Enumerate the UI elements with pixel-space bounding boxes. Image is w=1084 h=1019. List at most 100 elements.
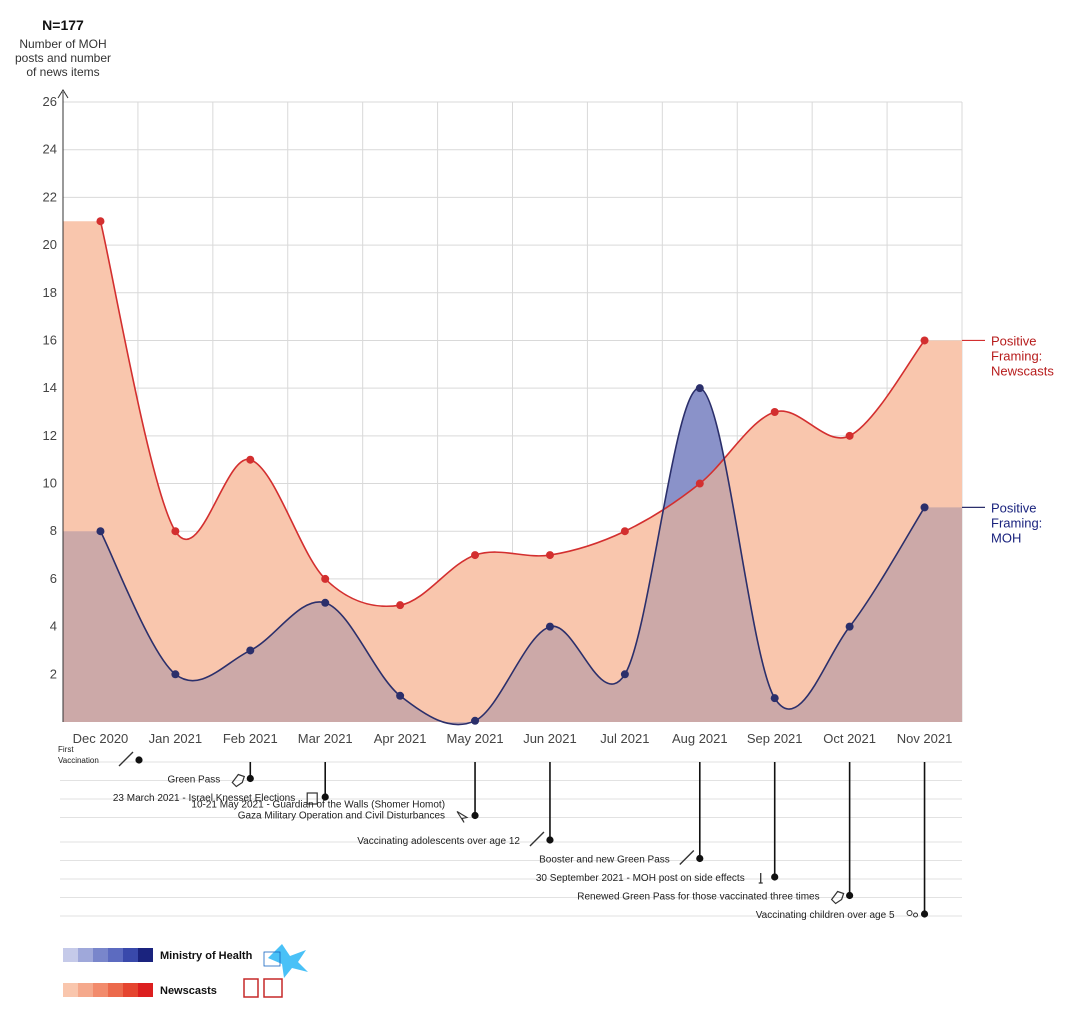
data-point — [920, 336, 929, 345]
child-head — [913, 912, 919, 918]
event-dot — [846, 891, 854, 900]
data-point — [695, 479, 704, 488]
series-area — [63, 388, 962, 725]
y-tick-label: 6 — [50, 571, 57, 586]
legend: Ministry of Health Newscasts — [63, 944, 308, 998]
y-axis-arrow — [57, 89, 69, 99]
y-tick-label: 12 — [43, 428, 57, 443]
data-points — [96, 217, 929, 725]
x-tick-label: Aug 2021 — [672, 731, 728, 746]
data-point — [96, 527, 105, 536]
legend-swatch — [108, 983, 123, 997]
cursor-icon — [456, 811, 469, 823]
data-point — [471, 716, 480, 725]
x-tick-label: Nov 2021 — [897, 731, 953, 746]
legend-swatch — [63, 948, 78, 962]
event-dot — [920, 910, 929, 918]
info-icon — [758, 873, 763, 884]
event-label: Booster and new Green Pass — [539, 855, 670, 866]
event-label: Vaccinating adolescents over age 12 — [357, 836, 520, 847]
x-tick-label: Apr 2021 — [374, 731, 427, 746]
x-tick-label: May 2021 — [446, 731, 503, 746]
legend-swatch — [108, 948, 123, 962]
data-point — [396, 601, 405, 610]
event-label: Vaccination — [58, 756, 99, 765]
cursor-shape — [456, 811, 469, 823]
y-tick-label: 16 — [43, 332, 57, 347]
ballot-icon — [306, 792, 318, 805]
x-tick-label: Sep 2021 — [747, 731, 803, 746]
event-label: Vaccinating children over age 5 — [756, 910, 895, 921]
data-point — [845, 431, 854, 440]
y-tick-label: 26 — [43, 94, 57, 109]
data-point — [96, 217, 105, 226]
series-label: Framing: — [991, 515, 1042, 530]
ballot-box — [306, 792, 318, 805]
x-tick-label: Jul 2021 — [600, 731, 649, 746]
x-tick-label: Dec 2020 — [73, 731, 129, 746]
event-label: Renewed Green Pass for those vaccinated … — [577, 892, 819, 903]
syringe-icon — [679, 850, 695, 865]
data-point — [920, 503, 929, 512]
event-dot — [471, 811, 479, 820]
children-icon — [906, 910, 919, 918]
data-point — [171, 670, 180, 679]
y-tick-label: 4 — [50, 619, 57, 634]
event-dot — [246, 774, 254, 783]
event-dot — [546, 836, 554, 844]
moh-logo-box — [263, 951, 281, 967]
y-tick-label: 22 — [43, 189, 57, 204]
y-tick-label: 14 — [43, 380, 57, 395]
data-point — [545, 622, 554, 631]
legend-swatch — [138, 983, 153, 997]
data-point — [845, 622, 854, 631]
y-tick-label: 8 — [50, 523, 57, 538]
syringe-icon — [529, 831, 545, 847]
series-label: Framing: — [991, 348, 1042, 363]
event-label: Green Pass — [167, 775, 220, 786]
legend-swatch — [93, 983, 108, 997]
channel12-logo — [243, 978, 259, 998]
legend-swatch — [123, 983, 138, 997]
event-dot — [696, 854, 704, 863]
series-label: Positive — [991, 333, 1037, 348]
y-tick-label: 18 — [43, 285, 57, 300]
data-point — [321, 574, 330, 583]
timeline-events: First Vaccination Green Pass 23 March 2021 … — [58, 745, 962, 921]
y-tick-label: 20 — [43, 237, 57, 252]
legend-label: Ministry of Health — [160, 950, 253, 962]
x-tick-label: Oct 2021 — [823, 731, 876, 746]
syringe-stroke — [679, 850, 695, 865]
child-head — [906, 910, 913, 916]
series-label: Newscasts — [991, 363, 1054, 378]
series-label: MOH — [991, 530, 1021, 545]
news-logos — [243, 978, 283, 998]
channel13-logo — [263, 978, 283, 998]
legend-swatch — [78, 983, 93, 997]
legend-swatch — [123, 948, 138, 962]
event-label: 23 March 2021 - Israel Knesset Elections — [113, 793, 295, 804]
x-tick-label: Jan 2021 — [149, 731, 203, 746]
series-labels: PositiveFraming:NewscastsPositiveFraming… — [991, 333, 1054, 545]
data-point — [545, 551, 554, 560]
x-tick-label: Jun 2021 — [523, 731, 577, 746]
y-tick-label: 2 — [50, 666, 57, 681]
syringe-stroke — [529, 831, 545, 847]
n-label: N=177 — [42, 17, 84, 33]
event-dot — [771, 873, 779, 881]
data-point — [246, 646, 255, 655]
event-label: 10-21 May 2021 - Guardian of the Walls (… — [191, 800, 445, 811]
syringe-stroke — [118, 751, 134, 767]
data-point — [695, 384, 704, 393]
legend-label: Newscasts — [160, 985, 217, 997]
syringe-icon — [118, 751, 134, 767]
tag-icon — [830, 890, 845, 905]
event-dot — [321, 793, 329, 801]
event-dot — [135, 756, 143, 764]
legend-swatch — [93, 948, 108, 962]
data-point — [396, 691, 405, 700]
event-label: Gaza Military Operation and Civil Distur… — [238, 811, 445, 822]
y-tick-label: 24 — [43, 142, 57, 157]
event-label: 30 September 2021 - MOH post on side eff… — [536, 873, 745, 884]
